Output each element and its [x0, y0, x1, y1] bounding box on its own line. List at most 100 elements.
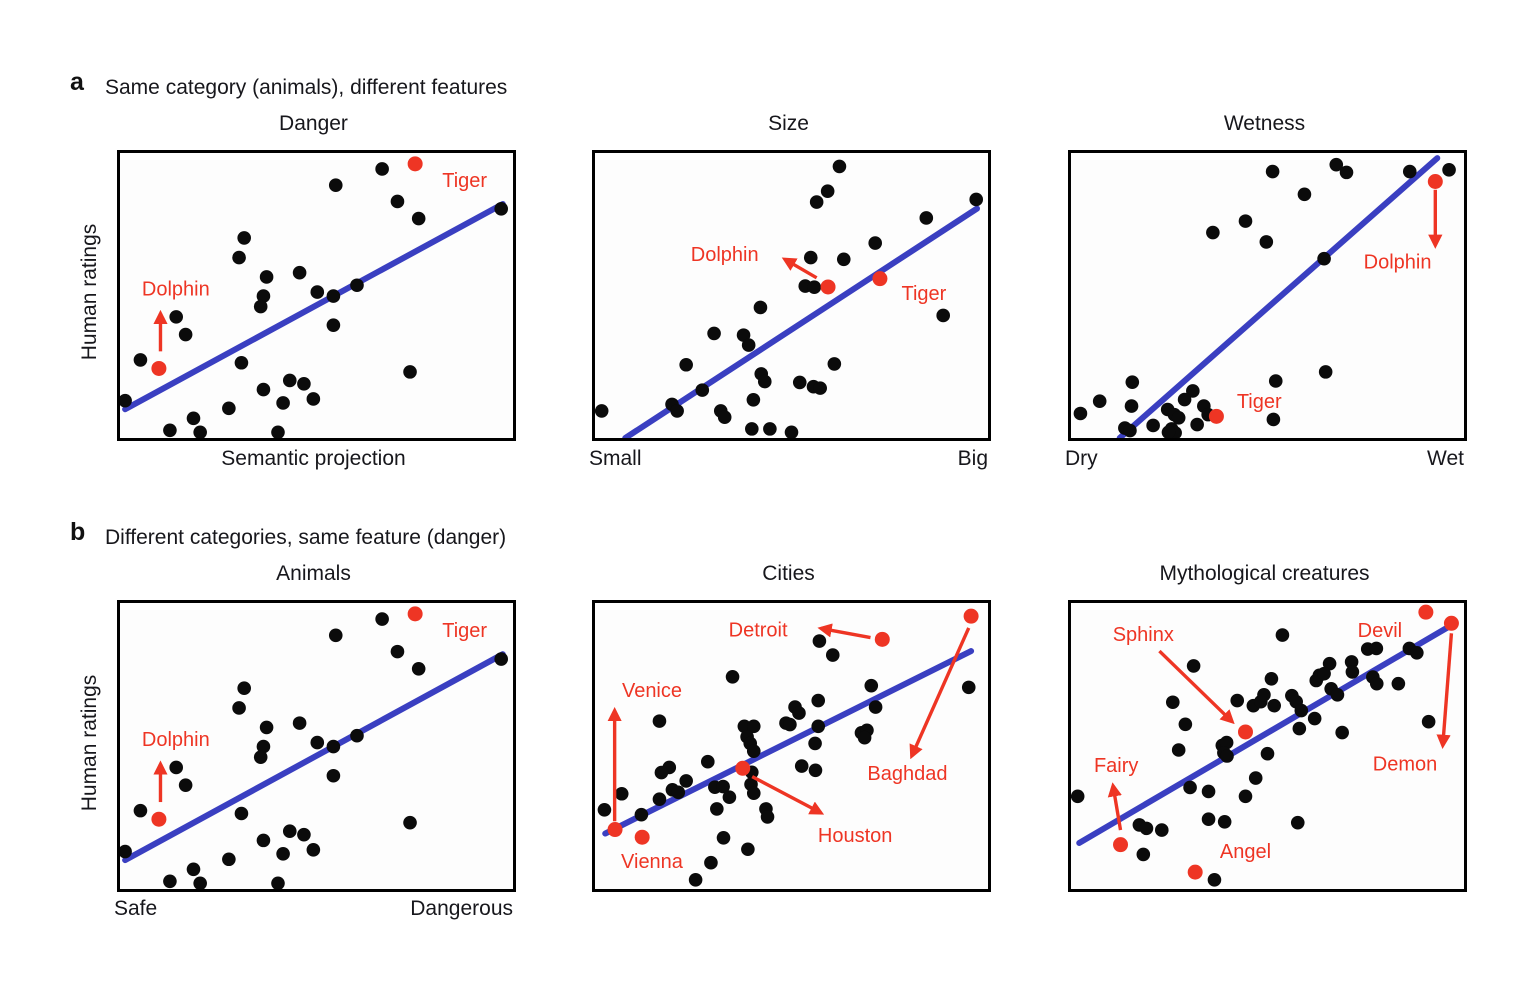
scatter-point [1294, 703, 1309, 718]
scatter-point [868, 236, 883, 250]
highlight-point-tiger [407, 156, 423, 172]
highlight-point-fairy [1113, 837, 1129, 853]
scatter-point [794, 759, 809, 773]
highlight-point-dolphin [1427, 174, 1443, 189]
scatter-point [1317, 666, 1331, 681]
panel-wetness: Dolphin Tiger [1068, 150, 1467, 441]
panel-title-size: Size [768, 112, 809, 135]
trend-line [122, 651, 506, 864]
trend-line [1116, 155, 1441, 438]
scatter-point [746, 719, 761, 734]
highlight-point-tiger [407, 606, 423, 622]
scatter-point [1410, 645, 1424, 660]
scatter-point [256, 382, 271, 397]
scatter-point [679, 357, 693, 372]
x-axis-spacer [642, 447, 958, 471]
scatter-point [297, 827, 311, 842]
highlight-point-demon [1443, 615, 1459, 631]
x-axis-labels-danger: Semantic projection [114, 447, 513, 471]
scatter-point [256, 833, 271, 848]
x-axis-label-right: Dangerous [410, 897, 513, 920]
scatter-point [1402, 164, 1417, 179]
scatter-point [256, 739, 271, 754]
scatter-point [276, 847, 290, 861]
scatter-point [328, 178, 343, 193]
scatter-point [1161, 425, 1176, 438]
scatter-point [253, 299, 268, 314]
scatter-point [390, 194, 405, 209]
scatter-point [792, 375, 807, 390]
scatter-point [1264, 671, 1279, 686]
scatter-point [1124, 399, 1139, 413]
annotation-label-tiger: Tiger [902, 283, 947, 305]
highlight-point-baghdad [963, 608, 979, 624]
scatter-point [403, 365, 417, 379]
scatter-point [757, 374, 772, 389]
x-axis-label-right: Big [957, 447, 988, 470]
scatter-point [1259, 235, 1274, 249]
scatter-point [1171, 410, 1186, 425]
scatter-plot-wetness: Dolphin Tiger [1073, 155, 1456, 438]
scatter-point [259, 720, 274, 735]
scatter-point [375, 612, 389, 626]
annotation-label-demon: Demon [1373, 754, 1437, 776]
scatter-point [813, 381, 827, 395]
scatter-point [1201, 784, 1216, 799]
x-axis-labels-animals: Safe Dangerous [114, 897, 513, 921]
scatter-point [808, 763, 823, 778]
scatter-point [1136, 847, 1151, 862]
scatter-point [328, 628, 343, 643]
scatter-point [1391, 676, 1406, 691]
scatter-point [1307, 711, 1322, 726]
x-axis-label-left: Dry [1065, 447, 1098, 470]
scatter-point [1165, 695, 1180, 710]
scatter-point [1125, 375, 1140, 389]
scatter-plot-cities: Baghdad Detroit Houston Venice Vienna [597, 608, 979, 887]
scatter-point [654, 765, 669, 780]
scatter-point [1369, 676, 1384, 691]
scatter-point [237, 681, 251, 696]
highlight-point-tiger [1208, 408, 1224, 424]
annotation-label-dolphin: Dolphin [691, 244, 759, 266]
scatter-point [326, 768, 341, 783]
scatter-point [695, 383, 710, 397]
annotation-arrow-detroit [817, 623, 871, 640]
scatter-point [595, 404, 609, 418]
scatter-point [163, 874, 177, 889]
panel-size: Tiger Dolphin [592, 150, 991, 441]
scatter-point [1260, 746, 1275, 761]
x-axis-spacer [1098, 447, 1427, 471]
scatter-point [1318, 365, 1333, 379]
scatter-point [812, 634, 827, 648]
scatter-point [737, 719, 752, 734]
section-b-title: Different categories, same feature (dang… [105, 526, 507, 549]
scatter-point [169, 310, 183, 324]
scatter-point [688, 873, 703, 887]
scatter-point [253, 750, 268, 764]
scatter-point [832, 159, 847, 174]
scatter-point [234, 806, 249, 821]
highlight-point-devil [1418, 604, 1434, 620]
scatter-point [1146, 418, 1160, 433]
scatter-plot-size: Tiger Dolphin [595, 159, 984, 438]
scatter-point [310, 285, 325, 299]
scatter-point [1292, 721, 1307, 736]
annotation-label-dolphin: Dolphin [1364, 251, 1432, 273]
scatter-point [1178, 717, 1193, 732]
scatter-point [671, 785, 686, 800]
scatter-point [634, 807, 649, 822]
scatter-point [1186, 659, 1201, 673]
scatter-point [652, 714, 667, 728]
scatter-point [716, 779, 730, 794]
scatter-plot-mythological-creatures: Devil Demon Sphinx Fairy Angel [1071, 604, 1459, 887]
scatter-point [186, 862, 201, 877]
scatter-point [809, 195, 824, 209]
scatter-point [836, 252, 851, 267]
scatter-point [494, 652, 509, 666]
scatter-point [741, 338, 756, 352]
scatter-point [297, 377, 311, 391]
scatter-point [326, 739, 341, 754]
scatter-point [306, 843, 321, 857]
scatter-point [1275, 628, 1290, 642]
scatter-point [652, 792, 667, 806]
